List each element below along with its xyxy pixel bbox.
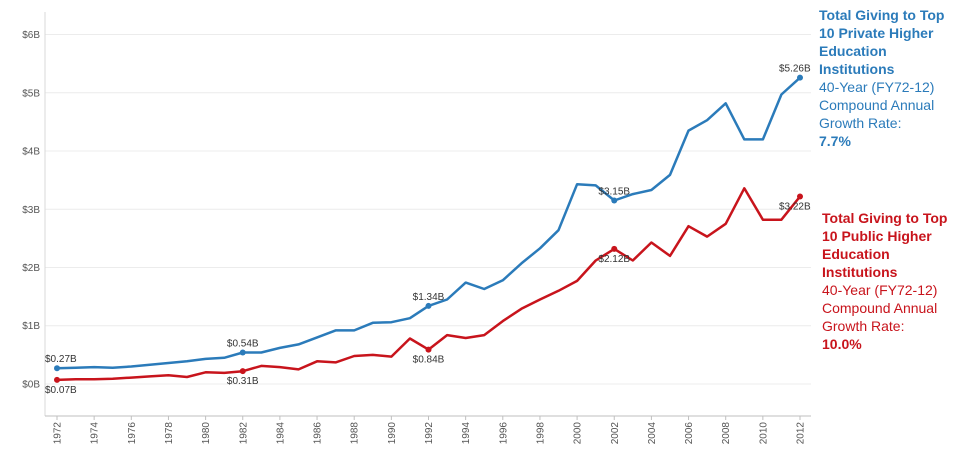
y-tick-label: $6B [22,30,40,41]
x-tick-label: 2006 [684,422,695,445]
data-point-private [54,365,60,372]
x-tick-label: 1978 [164,422,175,445]
x-tick-label: 1984 [275,422,286,445]
legend-public-subtitle: 40-Year (FY72-12) Compound Annual Growth… [822,282,938,334]
x-tick-label: 1982 [238,422,249,445]
legend-private-subtitle: 40-Year (FY72-12) Compound Annual Growth… [819,79,935,131]
x-tick-label: 2000 [573,422,584,445]
x-tick-label: 1990 [387,422,398,445]
series-line-private [56,76,801,370]
data-label-private: $3.15B [598,187,630,198]
y-tick-label: $5B [22,88,40,99]
data-point-public [425,346,432,353]
x-tick-label: 1988 [350,422,361,445]
legend-private-rate: 7.7% [819,133,851,149]
legend-private: Total Giving to Top 10 Private Higher Ed… [819,6,959,150]
x-tick-label: 1972 [53,422,64,445]
series-lines [56,76,801,382]
data-point-private [611,197,618,204]
data-point-private [239,349,246,356]
data-label-public: $0.07B [45,385,77,396]
x-tick-label: 2004 [647,422,658,445]
data-label-private: $0.54B [227,339,259,350]
x-tick-label: 1998 [535,422,546,445]
x-tick-label: 1992 [424,422,435,445]
x-tick-label: 1996 [498,422,509,445]
data-labels: $0.27B $0.54B $1.34B $3.15B $5.26B $0.07B $0.3… [45,64,811,396]
x-tick-label: 2002 [610,422,621,445]
data-point-public [797,193,803,200]
x-axis [44,12,811,420]
data-label-public: $2.12B [598,254,630,265]
x-tick-label: 2012 [796,422,807,445]
data-label-private: $5.26B [779,64,811,75]
y-tick-label: $3B [22,205,40,216]
legend-public-rate: 10.0% [822,336,862,352]
data-label-public: $3.22B [779,201,811,212]
y-tick-label: $1B [22,321,40,332]
y-axis-tick-labels: $0B $1B $2B $3B $4B $5B $6B [22,30,40,390]
line-chart: $0B$1B$2B$3B$4B$5B$6B 1972 1974 1976 1978 19… [22,12,811,445]
y-tick-label: $0B [22,379,40,390]
data-label-public: $0.31B [227,376,259,387]
legend-private-title: Total Giving to Top 10 Private Higher Ed… [819,7,945,77]
data-point-private [425,302,432,309]
data-point-public [54,376,60,383]
data-label-public: $0.84B [413,355,445,366]
y-tick-label: $4B [22,147,40,158]
x-tick-label: 1994 [461,422,472,445]
data-point-markers [54,74,803,383]
x-tick-label: 1974 [90,422,101,445]
gridlines [45,34,811,385]
data-point-private [797,74,803,81]
data-point-public [611,245,618,252]
data-point-public [239,368,246,375]
legend-public-title: Total Giving to Top 10 Public Higher Edu… [822,210,948,280]
legend-public: Total Giving to Top 10 Public Higher Edu… [822,209,962,353]
x-tick-label: 1980 [201,422,212,445]
x-tick-label: 2010 [758,422,769,445]
x-tick-label: 1986 [313,422,324,445]
data-label-private: $1.34B [413,292,445,303]
data-label-private: $0.27B [45,354,77,365]
y-tick-label: $2B [22,263,40,274]
x-tick-label: 1976 [127,422,138,445]
x-axis-tick-labels: 1972 1974 1976 1978 1980 1982 1984 1986 1988 1990… [53,422,807,445]
x-tick-label: 2008 [721,422,732,445]
